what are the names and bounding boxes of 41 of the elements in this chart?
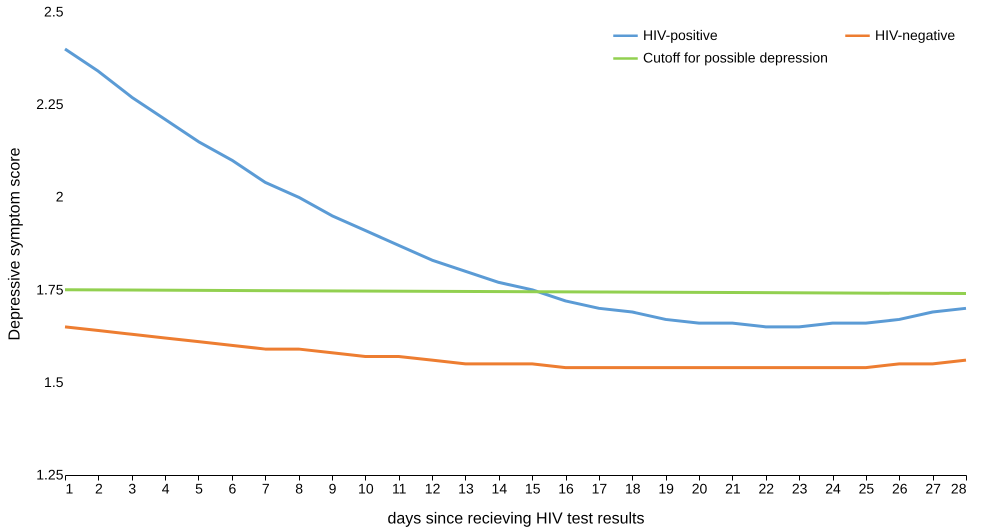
line-series [64,325,968,370]
legend-label: HIV-positive [643,26,718,43]
x-tick-label: 4 [162,480,170,496]
x-tick-label: 8 [295,480,304,496]
x-tick-label: 25 [858,480,874,496]
x-tick-label: 14 [492,480,508,496]
y-axis-title: Depressive symptom score [6,147,24,340]
x-tick-label: 11 [392,480,407,496]
x-tick-label: 13 [458,480,474,496]
x-tick-label: 27 [925,480,942,496]
x-axis-title: days since recieving HIV test results [388,510,644,528]
y-tick-label: 2 [56,188,64,205]
x-tick-label: 3 [128,480,136,496]
x-tick-label: 19 [658,480,674,496]
x-tick-label: 18 [625,480,641,496]
x-tick-label: 1 [66,480,74,496]
x-tick-label: 26 [892,480,908,496]
x-tick-label: 10 [358,480,374,496]
line-series [64,48,968,328]
x-tick-label: 22 [758,480,774,496]
x-tick-label: 9 [328,480,337,496]
y-tick-label: 2.5 [44,4,64,20]
x-tick-label: 20 [692,480,708,496]
x-tick-label: 28 [950,480,967,496]
x-tick-label: 15 [524,480,541,496]
y-tick-label: 2.25 [36,96,64,112]
y-tick-label: 1.25 [36,466,64,482]
x-tick-label: 2 [94,480,103,496]
x-tick-label: 16 [558,480,574,496]
x-tick-label: 12 [424,480,441,496]
x-tick-label: 24 [825,480,842,496]
x-tick-label: 7 [262,480,270,496]
x-tick-label: 5 [195,480,204,496]
y-tick-label: 1.5 [44,374,64,390]
x-tick-label: 17 [592,480,608,496]
x-tick-label: 21 [725,480,741,496]
x-tick-label: 6 [228,480,236,496]
legend-label: Cutoff for possible depression [643,50,828,66]
y-tick-label: 1.75 [36,281,64,298]
legend-label: HIV-negative [875,26,956,43]
x-tick-label: 23 [792,480,808,496]
